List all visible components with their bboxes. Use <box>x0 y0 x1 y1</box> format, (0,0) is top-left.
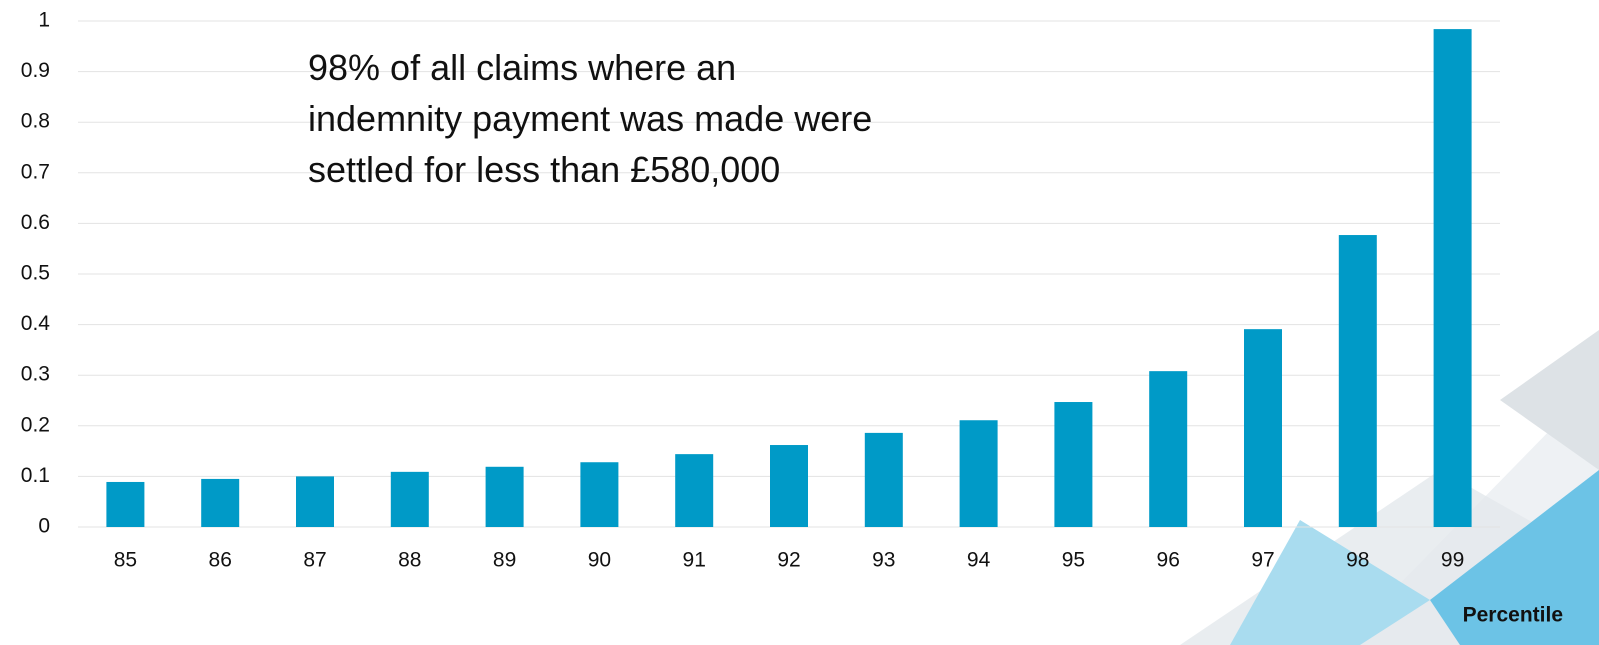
bar <box>201 478 240 527</box>
x-tick-label: 93 <box>872 549 895 572</box>
y-tick-label: 0.1 <box>21 464 50 487</box>
x-tick-label: 95 <box>1062 549 1085 572</box>
y-tick-label: 0.9 <box>21 59 50 82</box>
bar <box>106 481 145 527</box>
bar <box>770 445 808 527</box>
y-tick-label: 0.6 <box>21 211 50 234</box>
y-tick-label: 0.7 <box>21 160 50 183</box>
x-tick-label: 96 <box>1157 549 1180 572</box>
x-tick-label: 88 <box>398 549 421 572</box>
y-tick-label: 0 <box>38 515 50 538</box>
bar <box>1149 371 1188 527</box>
x-tick-label: 97 <box>1251 549 1274 572</box>
y-tick-label: 0.4 <box>21 312 51 335</box>
bar <box>296 476 334 527</box>
x-tick-label: 85 <box>114 549 137 572</box>
bar <box>1433 29 1472 527</box>
bar <box>1054 402 1093 527</box>
x-axis-label: Percentile <box>1463 604 1563 627</box>
bar <box>959 420 998 527</box>
y-tick-label: 0.2 <box>21 413 50 436</box>
bar <box>864 432 903 527</box>
annotation: 98% of all claims where an <box>308 47 736 88</box>
x-tick-label: 89 <box>493 549 516 572</box>
annotation: settled for less than £580,000 <box>308 149 780 190</box>
bar <box>485 466 524 527</box>
bar <box>675 454 714 527</box>
x-tick-label: 98 <box>1346 549 1369 572</box>
bar <box>1244 329 1282 527</box>
y-tick-label: 0.5 <box>21 262 50 285</box>
x-tick-label: 91 <box>683 549 706 572</box>
x-tick-label: 99 <box>1441 549 1464 572</box>
annotation: indemnity payment was made were <box>308 98 872 139</box>
y-tick-label: 0.3 <box>21 363 50 386</box>
bar <box>1338 235 1377 527</box>
y-tick-label: 1 <box>38 9 50 32</box>
bar <box>390 471 429 527</box>
background-decoration <box>1180 330 1599 645</box>
x-tick-label: 87 <box>303 549 326 572</box>
y-tick-label: 0.8 <box>21 110 50 133</box>
x-tick-label: 94 <box>967 549 991 572</box>
x-tick-label: 86 <box>209 549 232 572</box>
x-tick-label: 92 <box>777 549 800 572</box>
bar <box>580 462 619 527</box>
x-tick-label: 90 <box>588 549 611 572</box>
